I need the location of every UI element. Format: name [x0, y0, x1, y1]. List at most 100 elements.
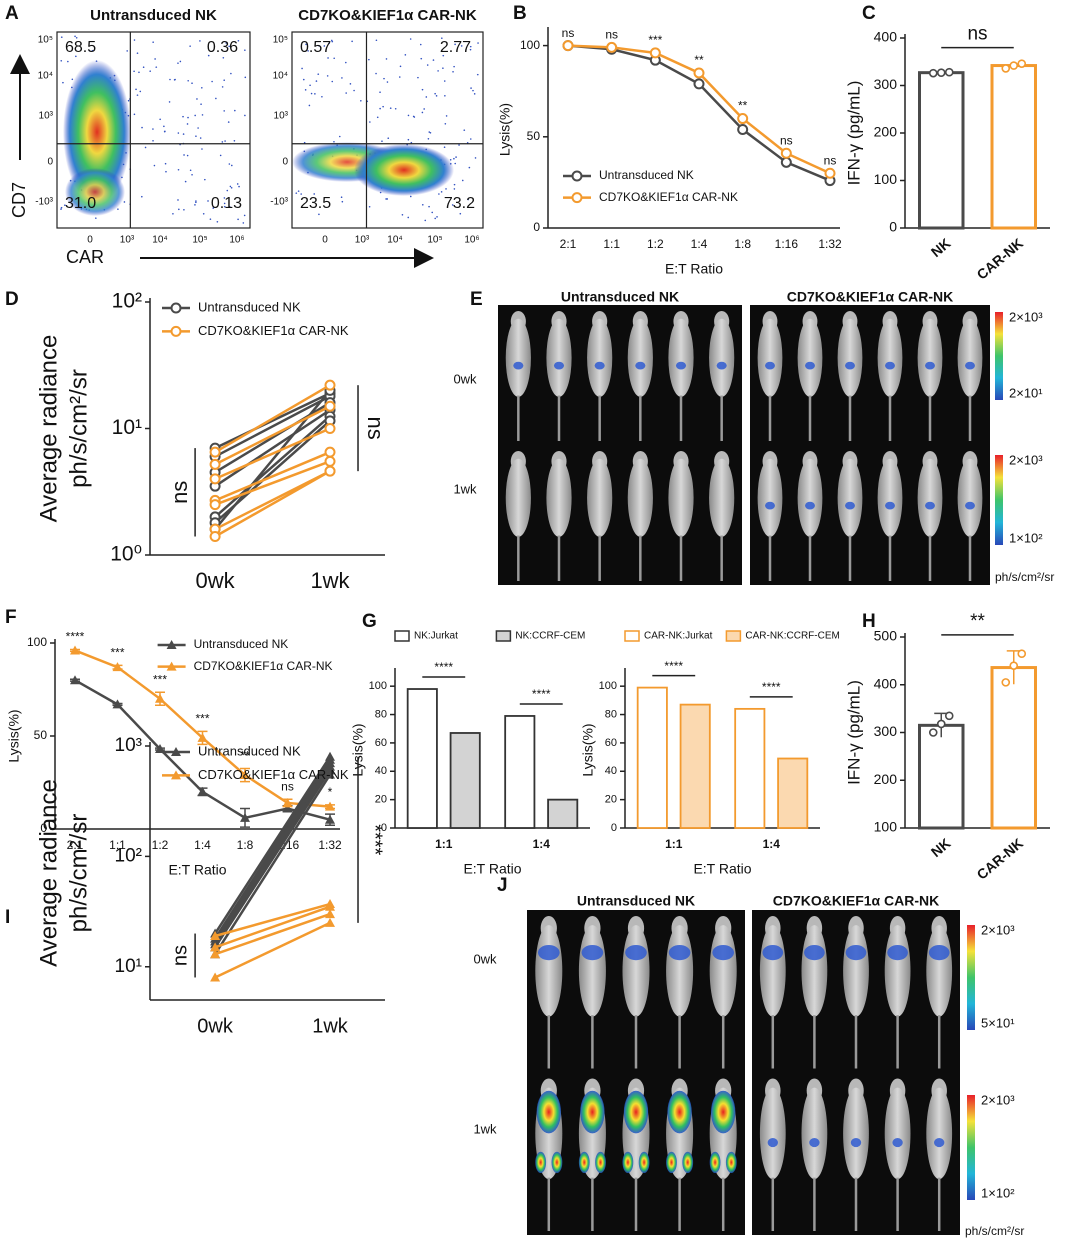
event-dot	[453, 183, 456, 186]
event-dot	[313, 193, 316, 195]
event-dot	[136, 52, 139, 54]
legend-marker	[166, 640, 177, 649]
event-dot	[233, 139, 236, 142]
event-dot	[187, 79, 189, 82]
mouse-body	[505, 458, 531, 537]
event-dot	[138, 71, 140, 74]
timepoint-label: 1wk	[473, 1121, 497, 1136]
legend-label: Untransduced NK	[599, 168, 694, 182]
y-tick-label: 100	[874, 819, 898, 835]
mouse-body	[535, 925, 563, 1017]
event-dot	[387, 137, 390, 139]
signal	[845, 501, 855, 510]
y-tick-label: 60	[375, 737, 387, 749]
mouse-body	[759, 925, 786, 1017]
data-point	[209, 499, 221, 511]
data-point	[324, 446, 336, 458]
data-point	[824, 167, 836, 179]
population	[65, 168, 125, 216]
event-dot	[95, 217, 97, 219]
event-dot	[142, 66, 145, 69]
y-axis-label: Average radiance	[35, 779, 62, 967]
y-tick-label: 500	[874, 628, 898, 644]
data-point	[649, 47, 661, 59]
legend-swatch	[394, 630, 410, 642]
event-dot	[133, 39, 136, 41]
quadrant-value: 2.77	[440, 39, 471, 56]
colorbar-max: 2×10³	[1009, 309, 1043, 324]
y-axis-label: Lysis(%)	[350, 723, 366, 776]
event-dot	[379, 107, 381, 110]
mouse-body	[877, 318, 903, 397]
legend-label: CD7KO&KIEF1α CAR-NK	[198, 767, 349, 782]
data-point	[1017, 59, 1027, 68]
x-tick-label: 0	[87, 235, 93, 246]
event-dot	[126, 50, 128, 52]
mouse-body	[505, 318, 531, 397]
y-tick-label: 0	[889, 219, 897, 235]
mouse-body	[797, 318, 823, 397]
y-tick-label: 10¹	[115, 956, 142, 977]
x-tick-label: 1:4	[691, 237, 708, 251]
data-point	[282, 797, 293, 807]
event-dot	[444, 122, 447, 125]
event-dot	[228, 205, 231, 208]
event-dot	[74, 35, 76, 38]
event-dot	[196, 98, 198, 100]
population	[63, 60, 131, 204]
signal	[965, 361, 975, 370]
event-dot	[234, 109, 236, 112]
significance-label: *	[328, 785, 333, 799]
mouse-body	[957, 458, 983, 537]
event-dot	[117, 208, 119, 210]
event-dot	[421, 88, 424, 91]
signal	[809, 1137, 820, 1148]
significance-label: ***	[648, 33, 662, 47]
pair-line	[214, 769, 332, 949]
event-dot	[463, 129, 466, 131]
pair-line	[214, 384, 331, 454]
event-dot	[353, 89, 355, 92]
event-dot	[368, 58, 370, 61]
y-tick-label: 300	[874, 76, 898, 92]
mouse-body	[668, 458, 694, 537]
y-axis-label: Lysis(%)	[6, 709, 22, 762]
significance-label: ns	[605, 28, 618, 42]
legend-swatch	[725, 630, 742, 642]
event-dot	[351, 40, 353, 43]
signal	[845, 944, 867, 961]
event-dot	[431, 211, 434, 214]
mouse-body	[546, 458, 572, 537]
event-dot	[183, 154, 185, 156]
data-point	[928, 68, 938, 78]
event-dot	[308, 104, 311, 107]
data-point	[210, 942, 221, 952]
event-dot	[437, 70, 439, 72]
signal	[513, 361, 524, 370]
event-dot	[133, 113, 136, 116]
event-dot	[426, 64, 429, 66]
data-point	[1017, 649, 1027, 659]
signal	[535, 1151, 547, 1174]
data-point	[737, 124, 749, 135]
event-dot	[424, 219, 427, 222]
timepoint-label: 0wk	[473, 951, 497, 966]
event-dot	[455, 156, 457, 158]
y-tick-label: 10²	[115, 845, 142, 866]
y-axis-label: ph/s/cm²/sr	[65, 814, 92, 933]
signal	[711, 1090, 736, 1134]
legend-label: CAR-NK:CCRF-CEM	[745, 631, 839, 642]
event-dot	[154, 58, 156, 60]
event-dot	[153, 164, 156, 167]
event-dot	[191, 173, 193, 176]
y-tick-label: 0	[40, 821, 47, 835]
y-tick-label: 100	[369, 680, 387, 692]
event-dot	[177, 199, 179, 201]
x-tick-label: 10⁵	[427, 235, 442, 246]
data-point	[693, 67, 705, 79]
event-dot	[318, 45, 320, 47]
event-dot	[445, 115, 448, 117]
colorbar-max: 2×10³	[1009, 452, 1043, 467]
event-dot	[407, 138, 410, 141]
event-dot	[421, 111, 424, 114]
